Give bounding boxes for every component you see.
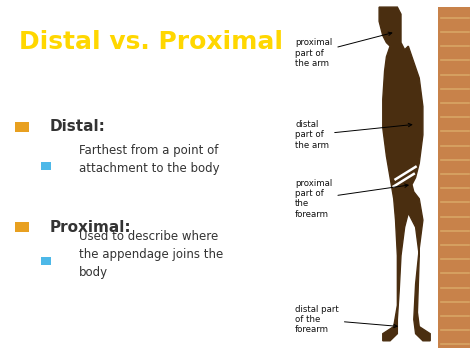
- Text: distal part
of the
forearm: distal part of the forearm: [295, 305, 397, 334]
- Text: Distal:: Distal:: [50, 119, 105, 135]
- Text: distal
part of
the arm: distal part of the arm: [295, 120, 412, 150]
- Polygon shape: [379, 7, 430, 341]
- Text: Used to describe where
the appendage joins the
body: Used to describe where the appendage joi…: [79, 230, 223, 279]
- Bar: [41, 257, 51, 266]
- Bar: [41, 162, 51, 170]
- Text: Proximal:: Proximal:: [50, 220, 131, 235]
- Text: proximal
part of
the arm: proximal part of the arm: [295, 32, 392, 68]
- Text: Distal vs. Proximal: Distal vs. Proximal: [19, 30, 283, 54]
- Bar: [438, 7, 470, 348]
- Bar: [15, 223, 29, 232]
- Text: Farthest from a point of
attachment to the body: Farthest from a point of attachment to t…: [79, 144, 219, 175]
- Text: proximal
part of
the
forearm: proximal part of the forearm: [295, 179, 408, 219]
- Bar: [15, 122, 29, 132]
